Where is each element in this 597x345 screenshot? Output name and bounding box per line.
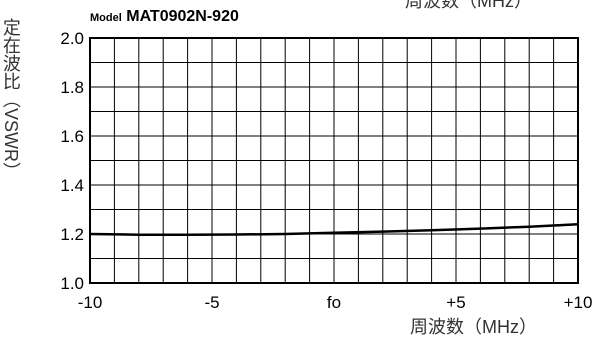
x-tick-label: +5 — [446, 293, 465, 312]
y-tick-label: 1.6 — [60, 127, 84, 146]
x-tick-label: +10 — [564, 293, 593, 312]
x-tick-label: -5 — [204, 293, 219, 312]
y-tick-label: 2.0 — [60, 29, 84, 48]
model-prefix: Model — [90, 12, 122, 24]
y-tick-label: 1.2 — [60, 225, 84, 244]
model-name: MAT0902N-920 — [126, 8, 239, 25]
x-tick-label: -10 — [78, 293, 103, 312]
y-tick-label: 1.8 — [60, 78, 84, 97]
chart-title: Model MAT0902N-920 — [90, 9, 239, 25]
plot-frame — [89, 37, 579, 284]
x-axis-title: 周波数（MHz） — [410, 317, 537, 337]
x-tick-label: fo — [327, 293, 341, 312]
y-tick-label: 1.0 — [60, 274, 84, 293]
y-tick-label: 1.4 — [60, 176, 84, 195]
vswr-series-line — [89, 222, 579, 236]
y-axis-title: 定在波比（VSWR） — [0, 18, 21, 180]
grid — [90, 38, 578, 283]
x-axis-title-top: 周波数（MHz） — [405, 0, 532, 11]
